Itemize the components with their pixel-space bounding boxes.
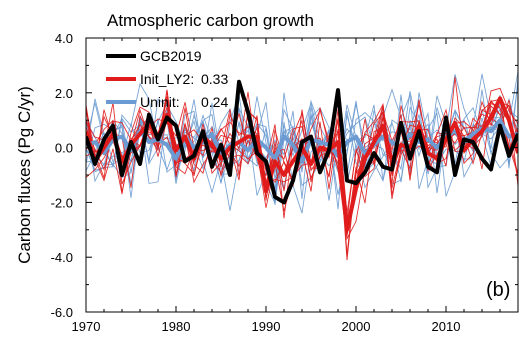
x-tick-label: 2010	[432, 319, 461, 334]
y-tick-label: 4.0	[55, 31, 73, 46]
series-line-gcb2019	[86, 79, 518, 205]
panel-label: (b)	[486, 279, 510, 301]
series-lines	[86, 79, 518, 232]
legend-label-init-ly2: Init_LY2:	[140, 71, 194, 87]
legend-score-init-ly2: 0.33	[201, 71, 228, 87]
ensemble-line-uninit-8	[86, 107, 518, 199]
x-tick-label: 1990	[252, 319, 281, 334]
y-tick-label: -4.0	[51, 250, 73, 265]
axes: -6.0 -4.0 -2.0 0.0 2.0 4.0 1970 1980 1990 2000 201…	[51, 31, 519, 334]
y-tick-label: 0.0	[55, 141, 73, 156]
chart-title: Atmospheric carbon growth	[107, 11, 314, 30]
legend-score-uninit: 0.24	[201, 94, 228, 110]
ensemble-line-uninit-5	[86, 88, 518, 201]
y-tick-label: 2.0	[55, 86, 73, 101]
legend: GCB2019 Init_LY2: 0.33 Uninit: 0.24	[106, 48, 228, 110]
x-tick-label: 1980	[162, 319, 191, 334]
y-axis-label: Carbon fluxes (Pg C/yr)	[15, 86, 34, 264]
x-tick-label: 1970	[72, 319, 101, 334]
y-tick-label: -2.0	[51, 195, 73, 210]
y-tick-label: -6.0	[51, 305, 73, 320]
x-tick-label: 2000	[342, 319, 371, 334]
legend-label-gcb2019: GCB2019	[140, 48, 202, 64]
legend-label-uninit: Uninit:	[140, 94, 180, 110]
